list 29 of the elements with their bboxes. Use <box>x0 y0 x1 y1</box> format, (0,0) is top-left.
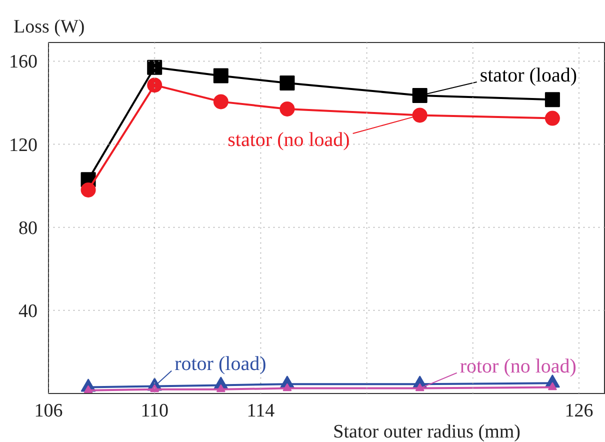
point <box>147 78 162 93</box>
series-label: rotor (load) <box>174 353 266 376</box>
point <box>213 94 228 110</box>
point <box>544 92 560 108</box>
point <box>548 382 557 390</box>
point <box>280 76 295 90</box>
x-axis-title: Stator outer radius (mm) <box>333 422 521 442</box>
point <box>280 101 295 116</box>
point <box>415 383 424 392</box>
point <box>282 383 292 392</box>
y-tick-label: 120 <box>9 134 38 156</box>
y-tick-label: 40 <box>18 300 38 322</box>
x-tick-label: 126 <box>564 400 594 422</box>
y-tick-label: 160 <box>9 52 38 73</box>
point <box>213 68 228 84</box>
point <box>80 182 96 198</box>
x-tick-label: 110 <box>140 400 168 422</box>
x-tick-label: 106 <box>34 400 63 422</box>
y-tick-label: 80 <box>18 218 38 239</box>
point <box>147 60 162 75</box>
y-axis-title: Loss (W) <box>14 16 85 38</box>
point <box>412 108 428 123</box>
legend-label: stator (load) <box>480 64 578 86</box>
point <box>216 384 226 392</box>
series-label: rotor (no load) <box>460 355 576 378</box>
point <box>412 88 428 103</box>
series-label: stator (no load) <box>228 129 350 152</box>
x-tick-label: 114 <box>246 400 276 422</box>
point <box>544 110 560 126</box>
